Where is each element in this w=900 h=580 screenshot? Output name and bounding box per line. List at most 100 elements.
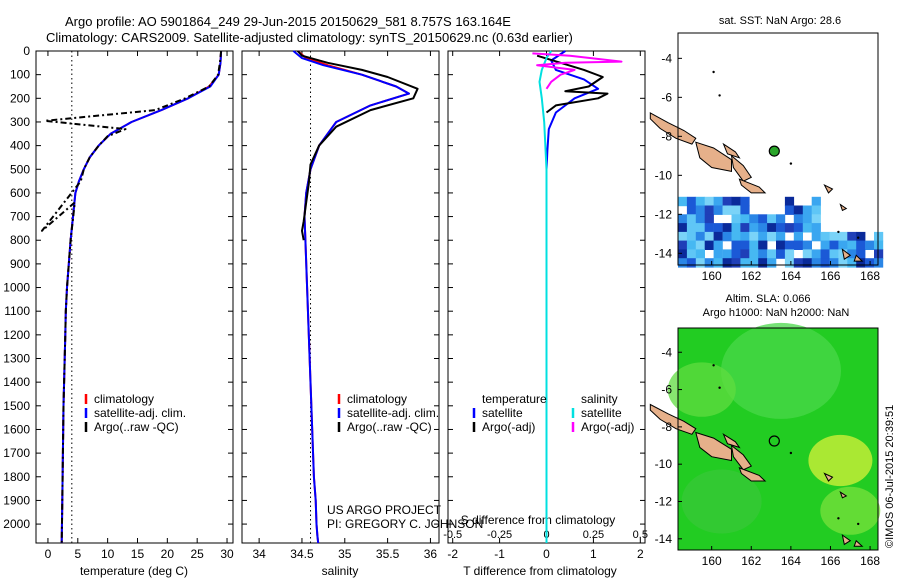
- sst-pixel: [784, 205, 795, 215]
- sst-pixel: [749, 214, 759, 224]
- sst-pixel: [686, 240, 697, 250]
- atoll-dot: [837, 517, 840, 520]
- y-tick-label: 1000: [3, 281, 30, 295]
- sst-pixel: [767, 249, 777, 259]
- map-x-tick-label: 164: [781, 269, 801, 283]
- sst-pixel: [784, 196, 795, 207]
- sst-pixel: [740, 249, 750, 259]
- map-y-tick-label: -4: [661, 51, 672, 65]
- sst-pixel: [758, 231, 768, 242]
- sst-pixel: [784, 240, 795, 250]
- sst-pixel: [865, 240, 875, 250]
- y-tick-label: 1700: [3, 446, 30, 460]
- s-tick-label: -0.5: [443, 529, 462, 541]
- sla-anomaly-blob: [808, 434, 873, 487]
- map-y-tick-label: -14: [655, 246, 673, 260]
- legend-label: satellite: [482, 406, 523, 420]
- sst-pixel: [713, 205, 723, 215]
- map-y-tick-label: -4: [661, 345, 672, 359]
- imos-stamp: ©IMOS 06-Jul-2015 20:39:51: [884, 405, 896, 548]
- sst-pixel: [740, 214, 750, 224]
- sst-pixel: [695, 249, 705, 259]
- island-outline: [722, 433, 741, 449]
- sst-pixel: [758, 249, 768, 259]
- atoll-dot: [789, 451, 793, 455]
- y-tick-label: 500: [10, 162, 30, 176]
- sst-pixel: [776, 214, 786, 224]
- sst-pixel: [793, 214, 803, 224]
- sst-pixel: [695, 258, 705, 268]
- sst-pixel: [793, 258, 803, 268]
- sst-pixel: [776, 240, 786, 250]
- sst-pixel: [704, 231, 714, 242]
- sst-pixel: [758, 214, 768, 224]
- sst-pixel: [740, 205, 750, 215]
- sla-map-pixels: [667, 322, 881, 535]
- x-tick-label: 15: [131, 547, 145, 561]
- sst-pixel: [731, 249, 741, 259]
- sst-pixel: [802, 258, 812, 268]
- x-tick-label: 34.5: [290, 547, 314, 561]
- pi-label: PI: GREGORY C. JOHNSON: [327, 517, 483, 531]
- sst-pixel: [722, 205, 732, 215]
- sst-pixel: [811, 223, 821, 233]
- chart-marks: 0 5 10 15 20 25 300100200300400500600700800900…: [3, 44, 880, 568]
- sst-pixel: [686, 223, 697, 233]
- sst-pixel: [811, 258, 821, 268]
- sst-pixel: [829, 240, 839, 250]
- sst-pixel: [686, 249, 697, 259]
- sst-pixel: [793, 231, 803, 242]
- map-x-tick-label: 166: [820, 269, 840, 283]
- sst-pixel: [704, 214, 714, 224]
- atoll-dot: [718, 94, 721, 97]
- map-y-tick-label: -8: [661, 129, 672, 143]
- sst-map-pixels: [678, 196, 884, 268]
- series-line-temperature-argoadj: [536, 54, 609, 114]
- legend-group-label: temperature: [482, 392, 547, 406]
- legend-label: satellite-adj. clim.: [347, 406, 439, 420]
- y-tick-label: 1900: [3, 493, 30, 507]
- legend-label: Argo(..raw -QC): [347, 420, 432, 434]
- sst-pixel: [874, 249, 884, 259]
- atoll-dot: [718, 386, 721, 389]
- map-y-tick-label: -12: [655, 207, 673, 221]
- s-tick-label: -0.25: [487, 529, 512, 541]
- island-outline: [839, 203, 848, 212]
- series-line-salinity-satellite: [538, 50, 553, 543]
- map-x-tick-label: 166: [820, 554, 840, 568]
- y-tick-label: 800: [10, 233, 30, 247]
- sst-pixel: [713, 249, 723, 259]
- sst-pixel: [704, 258, 714, 268]
- island-outline: [853, 254, 864, 262]
- temperature-panel-frame: [35, 50, 234, 544]
- island-outline: [853, 539, 864, 547]
- sst-pixel: [749, 231, 759, 242]
- x-tick-label: 2: [637, 547, 644, 561]
- island-outline: [841, 248, 852, 261]
- sst-pixel: [749, 258, 759, 268]
- y-tick-label: 700: [10, 210, 30, 224]
- sst-pixel: [740, 240, 750, 250]
- sst-pixel: [847, 240, 857, 250]
- legend-label: climatology: [347, 392, 407, 406]
- project-label: US ARGO PROJECT: [327, 503, 442, 517]
- sst-pixel: [820, 258, 830, 268]
- sst-pixel: [731, 231, 741, 242]
- sla-anomaly-blob: [681, 469, 762, 534]
- atoll-dot: [857, 236, 860, 239]
- sst-pixel: [686, 231, 697, 242]
- map-y-tick-label: -8: [661, 420, 672, 434]
- sst-pixel: [695, 223, 705, 233]
- sst-pixel: [686, 196, 697, 207]
- series-line-satelliteadjclim: [60, 50, 223, 544]
- sst-pixel: [847, 231, 857, 242]
- sst-pixel: [686, 214, 697, 224]
- x-tick-label: 30: [220, 547, 234, 561]
- x-tick-label: -2: [447, 547, 458, 561]
- sst-pixel: [713, 240, 723, 250]
- sst-pixel: [740, 223, 750, 233]
- y-tick-label: 1400: [3, 375, 30, 389]
- x-tick-label: 5: [74, 547, 81, 561]
- sst-pixel: [731, 240, 741, 250]
